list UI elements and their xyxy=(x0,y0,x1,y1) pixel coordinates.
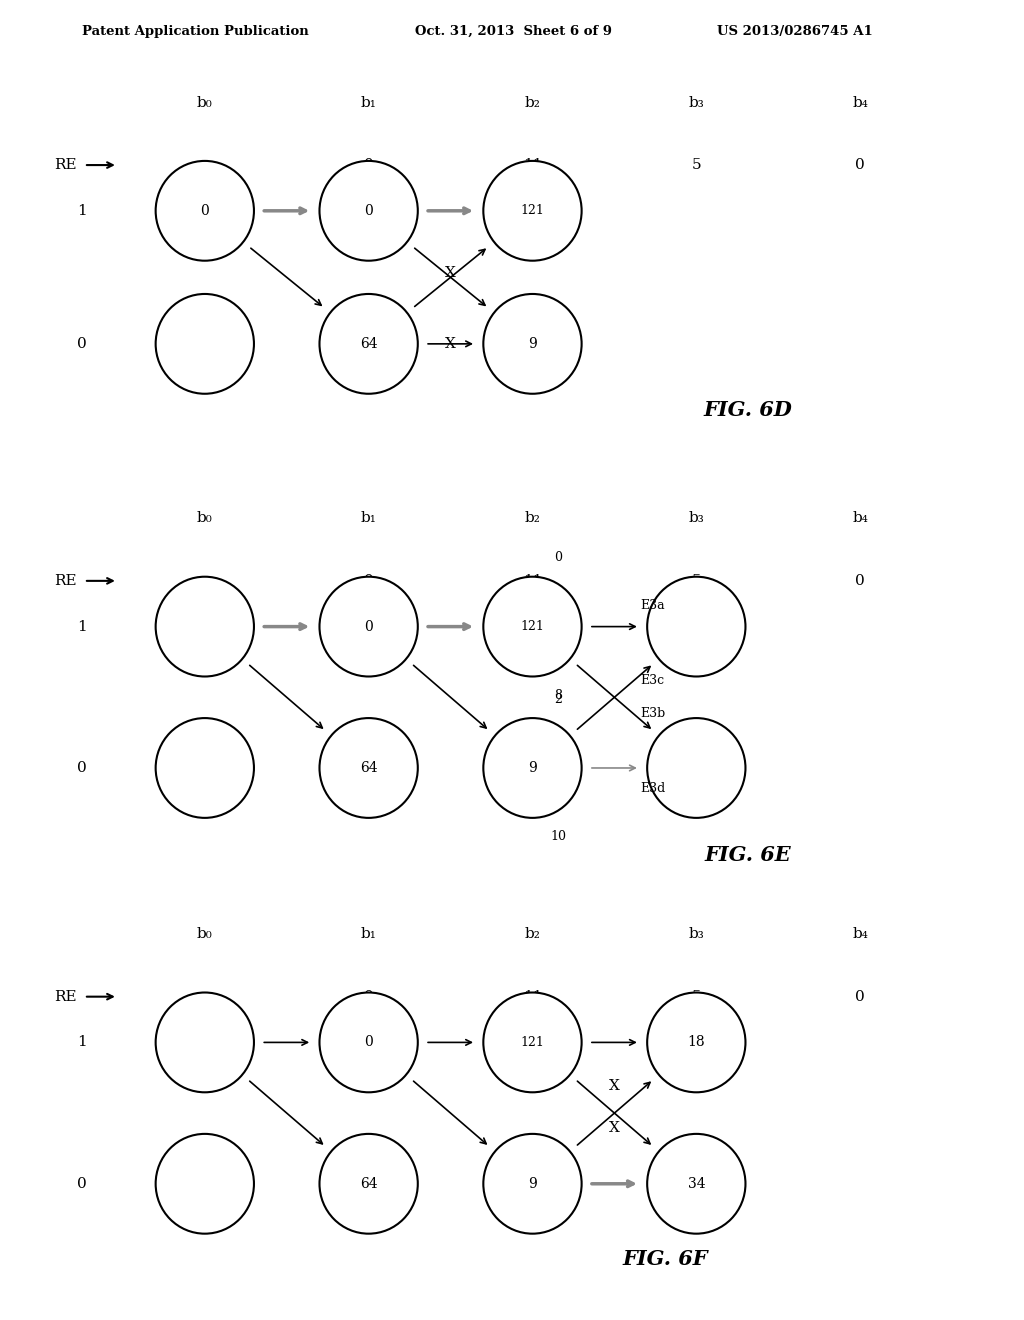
Ellipse shape xyxy=(483,577,582,676)
Text: 11: 11 xyxy=(522,990,543,1003)
Text: 9: 9 xyxy=(528,760,537,775)
Ellipse shape xyxy=(647,1134,745,1234)
Ellipse shape xyxy=(156,1134,254,1234)
Text: 0: 0 xyxy=(77,1176,87,1191)
Text: b₀: b₀ xyxy=(197,511,213,525)
Text: b₃: b₃ xyxy=(688,95,705,110)
Ellipse shape xyxy=(483,294,582,393)
Ellipse shape xyxy=(483,161,582,261)
Text: 0: 0 xyxy=(201,203,209,218)
Text: US 2013/0286745 A1: US 2013/0286745 A1 xyxy=(717,25,872,38)
Ellipse shape xyxy=(156,577,254,676)
Text: 0: 0 xyxy=(365,203,373,218)
Text: 11: 11 xyxy=(522,158,543,172)
Text: b₂: b₂ xyxy=(524,511,541,525)
Text: E3a: E3a xyxy=(640,599,665,612)
Ellipse shape xyxy=(156,161,254,261)
Text: RE: RE xyxy=(54,990,77,1003)
Text: b₄: b₄ xyxy=(852,95,868,110)
Text: X: X xyxy=(609,1121,620,1135)
Ellipse shape xyxy=(156,294,254,393)
Text: b₁: b₁ xyxy=(360,511,377,525)
Text: 0: 0 xyxy=(855,158,865,172)
Text: 64: 64 xyxy=(359,337,378,351)
Text: b₂: b₂ xyxy=(524,95,541,110)
Text: 1: 1 xyxy=(77,203,87,218)
Text: 0: 0 xyxy=(855,990,865,1003)
Text: Patent Application Publication: Patent Application Publication xyxy=(82,25,308,38)
Ellipse shape xyxy=(156,993,254,1093)
Ellipse shape xyxy=(483,1134,582,1234)
Ellipse shape xyxy=(647,993,745,1093)
Text: RE: RE xyxy=(54,158,77,172)
Text: 121: 121 xyxy=(520,620,545,634)
Text: 8: 8 xyxy=(554,689,562,702)
Text: b₃: b₃ xyxy=(688,927,705,941)
Text: FIG. 6F: FIG. 6F xyxy=(623,1249,709,1269)
Text: Oct. 31, 2013  Sheet 6 of 9: Oct. 31, 2013 Sheet 6 of 9 xyxy=(415,25,611,38)
Text: FIG. 6D: FIG. 6D xyxy=(703,400,792,420)
Text: 34: 34 xyxy=(687,1176,706,1191)
Text: b₁: b₁ xyxy=(360,95,377,110)
Text: b₀: b₀ xyxy=(197,927,213,941)
Text: E3d: E3d xyxy=(640,783,666,795)
Ellipse shape xyxy=(483,993,582,1093)
Text: 0: 0 xyxy=(855,574,865,587)
Ellipse shape xyxy=(647,718,745,818)
Text: E3b: E3b xyxy=(640,708,666,721)
Ellipse shape xyxy=(319,993,418,1093)
Ellipse shape xyxy=(319,718,418,818)
Text: b₀: b₀ xyxy=(197,95,213,110)
Text: 9: 9 xyxy=(528,1176,537,1191)
Text: 5: 5 xyxy=(691,990,701,1003)
Text: 5: 5 xyxy=(691,574,701,587)
Text: RE: RE xyxy=(54,574,77,587)
Text: 0: 0 xyxy=(364,574,374,587)
Ellipse shape xyxy=(647,577,745,676)
Ellipse shape xyxy=(319,294,418,393)
Text: 121: 121 xyxy=(520,205,545,218)
Text: 1: 1 xyxy=(77,1035,87,1049)
Ellipse shape xyxy=(319,161,418,261)
Text: 0: 0 xyxy=(77,760,87,775)
Text: 0: 0 xyxy=(554,552,562,564)
Ellipse shape xyxy=(156,718,254,818)
Text: X: X xyxy=(445,337,456,351)
Ellipse shape xyxy=(319,1134,418,1234)
Text: 64: 64 xyxy=(359,760,378,775)
Text: 64: 64 xyxy=(359,1176,378,1191)
Text: 0: 0 xyxy=(364,990,374,1003)
Text: 121: 121 xyxy=(520,1036,545,1049)
Text: 0: 0 xyxy=(365,1035,373,1049)
Text: 10: 10 xyxy=(550,830,566,843)
Text: E3c: E3c xyxy=(640,675,665,688)
Text: 1: 1 xyxy=(77,619,87,634)
Text: 2: 2 xyxy=(554,693,562,706)
Text: FIG. 6E: FIG. 6E xyxy=(705,845,791,866)
Text: X: X xyxy=(445,267,456,280)
Text: b₂: b₂ xyxy=(524,927,541,941)
Text: b₄: b₄ xyxy=(852,927,868,941)
Text: 5: 5 xyxy=(691,158,701,172)
Ellipse shape xyxy=(483,718,582,818)
Text: X: X xyxy=(609,1078,620,1093)
Text: 0: 0 xyxy=(77,337,87,351)
Text: 18: 18 xyxy=(687,1035,706,1049)
Text: 11: 11 xyxy=(522,574,543,587)
Ellipse shape xyxy=(319,577,418,676)
Text: 0: 0 xyxy=(365,619,373,634)
Text: b₃: b₃ xyxy=(688,511,705,525)
Text: 9: 9 xyxy=(528,337,537,351)
Text: 0: 0 xyxy=(364,158,374,172)
Text: b₄: b₄ xyxy=(852,511,868,525)
Text: b₁: b₁ xyxy=(360,927,377,941)
